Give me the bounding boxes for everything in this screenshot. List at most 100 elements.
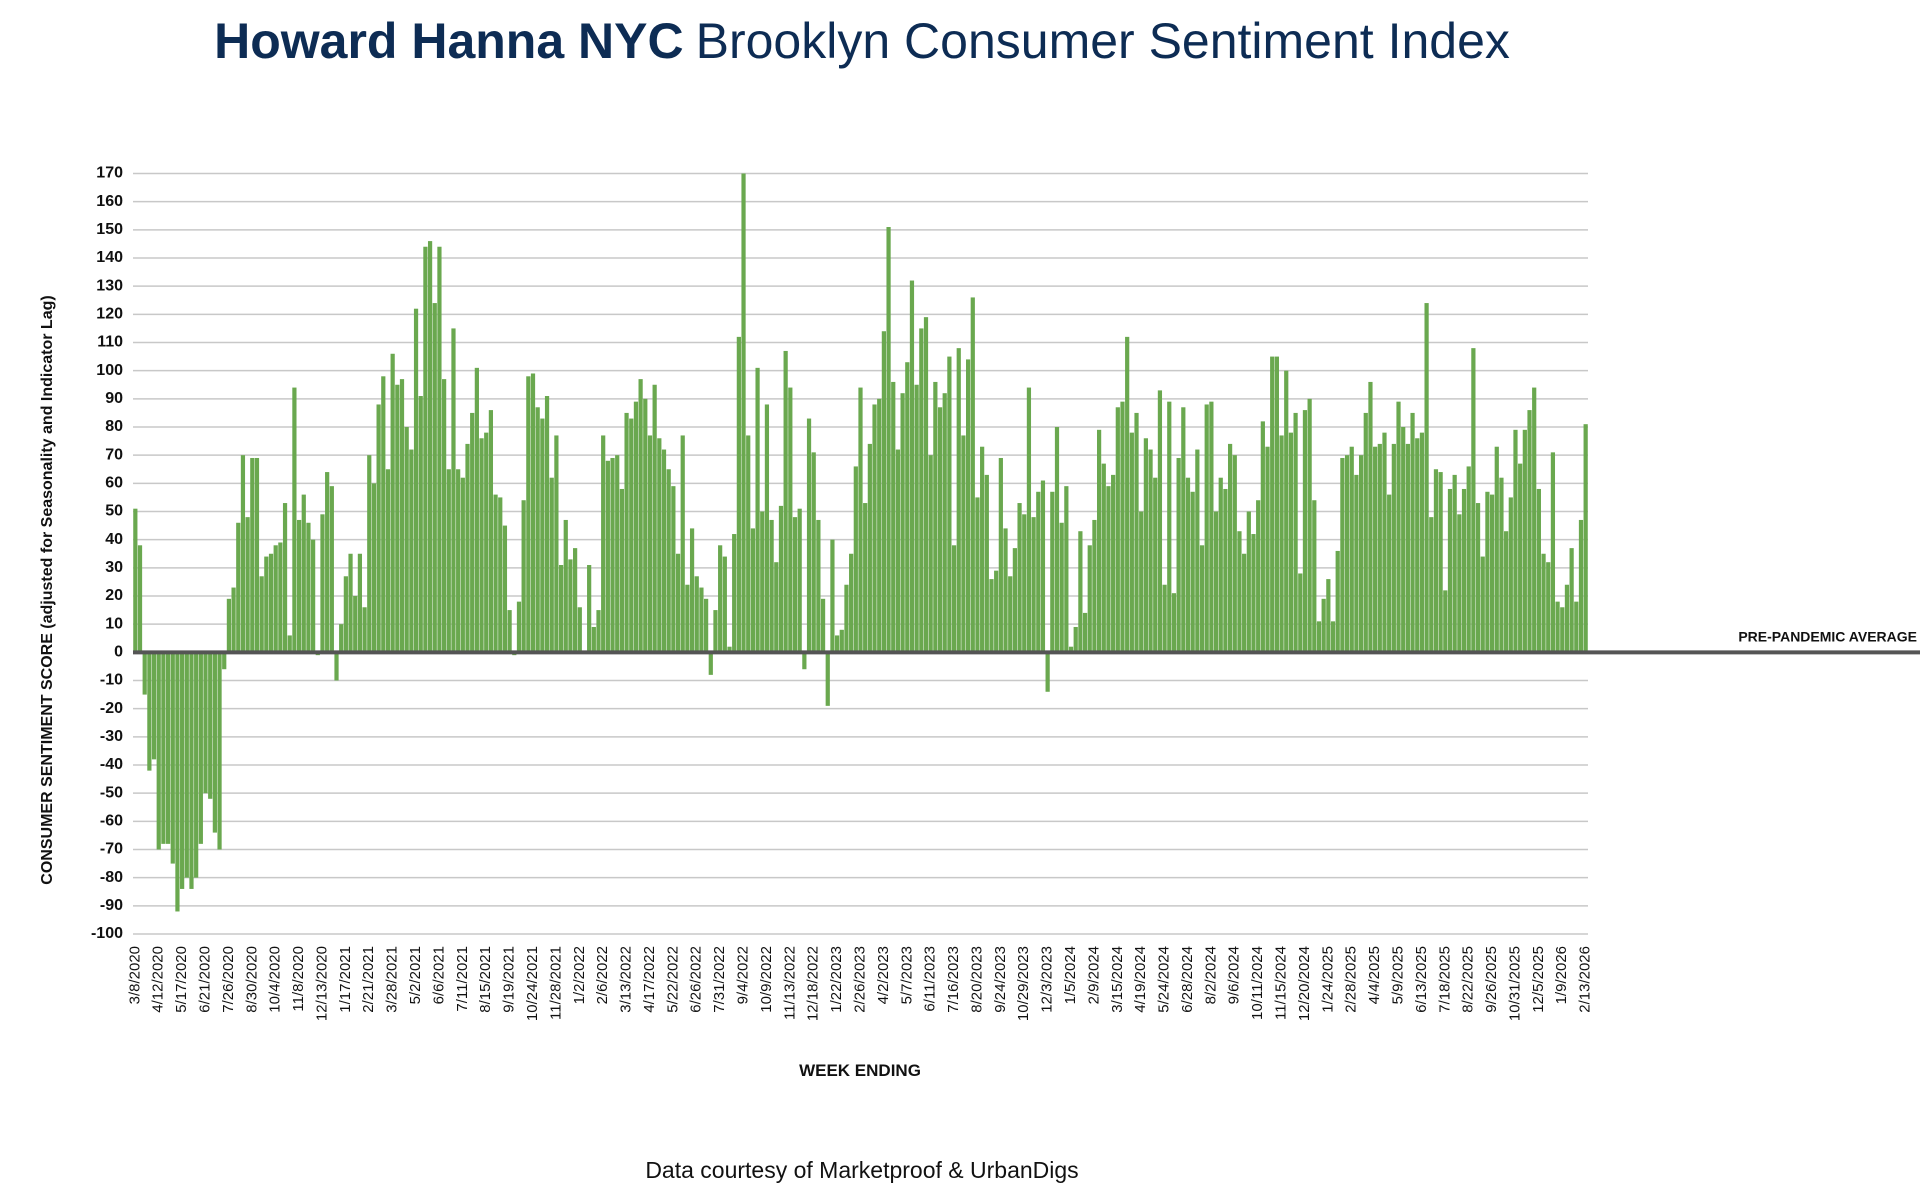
bar	[1204, 404, 1209, 653]
bar	[591, 626, 596, 653]
bar	[1527, 410, 1532, 653]
bar	[264, 556, 269, 653]
bar	[1129, 432, 1134, 653]
title-bold: Howard Hanna NYC	[214, 13, 684, 69]
bar	[685, 584, 690, 653]
bar	[1330, 621, 1336, 653]
x-tick-label: 10/24/2021	[524, 946, 541, 1021]
bar	[296, 519, 302, 653]
bar	[161, 652, 166, 844]
bar	[886, 227, 891, 653]
bar	[820, 598, 826, 653]
bar	[605, 460, 610, 653]
y-tick-label: -60	[100, 813, 123, 830]
bar	[577, 607, 582, 653]
bar	[568, 559, 573, 653]
bar	[198, 652, 203, 844]
bar	[1480, 556, 1485, 653]
bar	[507, 610, 512, 653]
bar	[549, 477, 554, 653]
bar	[601, 435, 606, 653]
bar	[493, 494, 498, 653]
bar	[194, 652, 199, 878]
bar	[1157, 390, 1163, 653]
bar	[353, 596, 358, 653]
y-tick-label: 10	[105, 615, 123, 632]
bar	[994, 570, 999, 653]
bar	[965, 359, 971, 653]
x-tick-label: 10/9/2022	[758, 946, 775, 1013]
bar	[1237, 531, 1242, 653]
bar	[937, 407, 943, 653]
x-tick-label: 9/6/2024	[1226, 946, 1243, 1004]
bar	[1307, 398, 1312, 653]
bar	[919, 328, 924, 653]
y-tick-label: 100	[96, 362, 123, 379]
bar	[984, 474, 989, 653]
bar	[694, 576, 699, 653]
bar	[975, 497, 980, 653]
x-tick-label: 6/13/2025	[1413, 946, 1430, 1013]
x-tick-label: 10/11/2024	[1249, 946, 1266, 1020]
bar	[287, 635, 292, 653]
bar	[788, 387, 793, 653]
x-tick-label: 10/31/2025	[1506, 946, 1523, 1021]
y-tick-label: 80	[105, 418, 123, 435]
bar	[427, 241, 433, 653]
x-tick-label: 2/21/2021	[360, 946, 377, 1013]
bar	[872, 404, 877, 653]
bar	[240, 455, 246, 653]
bar	[558, 565, 564, 653]
x-tick-label: 1/9/2026	[1553, 946, 1570, 1004]
y-tick-label: -100	[91, 925, 123, 942]
bar	[1298, 573, 1303, 653]
x-tick-label: 12/13/2020	[313, 946, 330, 1021]
bar	[629, 418, 634, 653]
bar	[1251, 534, 1256, 653]
bar	[914, 384, 919, 653]
bar	[619, 488, 625, 653]
bar	[320, 514, 325, 653]
bar	[928, 455, 933, 653]
bar	[980, 446, 985, 653]
bar	[1508, 497, 1513, 653]
x-tick-label: 5/22/2022	[664, 946, 681, 1013]
bar	[610, 457, 615, 653]
bar	[1096, 429, 1102, 653]
bar	[615, 455, 620, 653]
bar	[877, 398, 882, 653]
bar	[460, 477, 465, 653]
bar	[250, 457, 255, 653]
bar	[334, 652, 339, 681]
bar	[1213, 511, 1219, 653]
x-tick-label: 3/28/2021	[384, 946, 401, 1013]
bar	[357, 553, 363, 653]
bar	[212, 652, 217, 833]
x-tick-label: 7/16/2023	[945, 946, 962, 1013]
bar	[1101, 463, 1106, 653]
bar	[367, 455, 372, 653]
source-note: Data courtesy of Marketproof & UrbanDigs	[645, 1157, 1078, 1183]
bar	[1120, 401, 1125, 653]
bar	[741, 173, 746, 653]
bar	[830, 539, 835, 653]
bar	[1073, 626, 1078, 653]
y-tick-label: 120	[96, 306, 123, 323]
bar	[1387, 494, 1392, 653]
bar	[1050, 491, 1055, 653]
bar	[900, 393, 905, 653]
x-tick-label: 12/3/2023	[1039, 946, 1056, 1013]
y-tick-label: 110	[97, 334, 123, 351]
bar	[783, 350, 788, 653]
y-tick-label: 20	[105, 587, 123, 604]
bar	[657, 438, 662, 653]
bar	[1312, 500, 1317, 653]
bar	[1106, 486, 1111, 653]
bar	[1485, 491, 1490, 653]
bar	[456, 469, 461, 653]
x-tick-label: 1/24/2025	[1319, 946, 1336, 1013]
y-tick-label: -90	[100, 897, 123, 914]
bar	[1045, 652, 1050, 692]
bar	[343, 576, 348, 653]
bar	[951, 545, 957, 653]
